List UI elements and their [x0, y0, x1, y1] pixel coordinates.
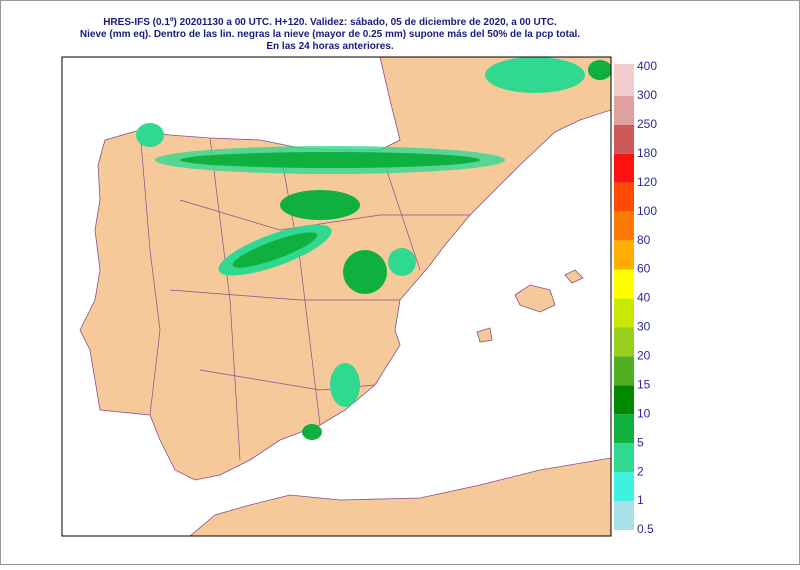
legend-swatch	[614, 443, 634, 473]
legend-label: 2	[637, 464, 644, 478]
legend-label: 300	[637, 88, 657, 102]
map-border	[61, 56, 612, 537]
legend-label: 10	[637, 406, 651, 420]
legend-label: 100	[637, 204, 657, 218]
legend-swatch	[614, 64, 634, 96]
legend-swatch	[614, 385, 634, 415]
legend-swatch	[614, 298, 634, 328]
map	[61, 56, 612, 537]
legend-label: 400	[637, 59, 657, 73]
legend-swatch	[614, 356, 634, 386]
legend-swatch	[614, 182, 634, 212]
title-line: HRES-IFS (0.1º) 20201130 a 00 UTC. H+120…	[103, 17, 557, 28]
legend-label: 1	[637, 493, 644, 507]
title-line: En las 24 horas anteriores.	[266, 41, 394, 52]
legend-label: 5	[637, 435, 644, 449]
legend-swatch	[614, 124, 634, 154]
legend-swatch	[614, 240, 634, 270]
legend-label: 40	[637, 291, 651, 305]
title-line: Nieve (mm eq). Dentro de las lin. negras…	[80, 29, 580, 40]
legend-label: 60	[637, 262, 651, 276]
legend-label: 30	[637, 320, 651, 334]
legend-label: 0.5	[637, 522, 654, 536]
legend-swatch	[614, 414, 634, 444]
legend-swatch	[614, 269, 634, 299]
legend-swatch	[614, 501, 634, 530]
legend-label: 20	[637, 349, 651, 363]
legend-label: 180	[637, 146, 657, 160]
legend-swatch	[614, 95, 634, 125]
legend: 400 300 250 180 120 100 80 60 40 30 20 15 10 5 2 1 0.5	[614, 59, 657, 536]
legend-label: 250	[637, 117, 657, 131]
legend-label: 80	[637, 233, 651, 247]
legend-label: 15	[637, 377, 651, 391]
legend-swatch	[614, 327, 634, 357]
snow-areas	[136, 57, 611, 440]
legend-swatch	[614, 153, 634, 183]
legend-label: 120	[637, 175, 657, 189]
legend-swatch	[614, 211, 634, 241]
legend-swatch	[614, 472, 634, 502]
